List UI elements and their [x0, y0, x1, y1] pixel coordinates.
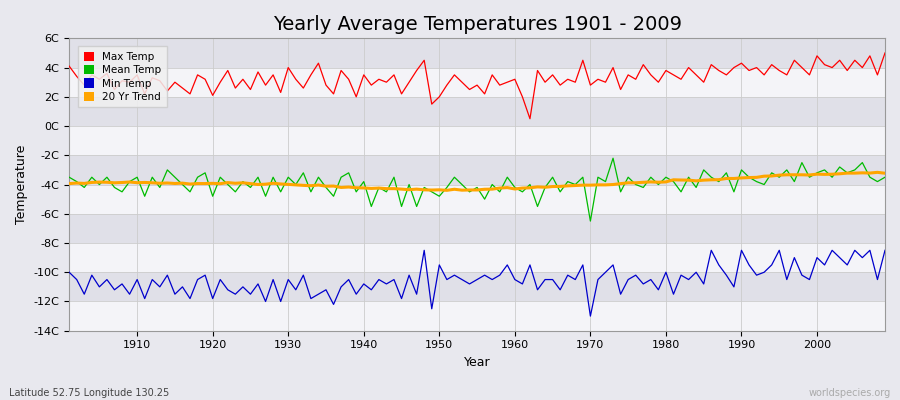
Bar — [69, 272, 885, 302]
Title: Yearly Average Temperatures 1901 - 2009: Yearly Average Temperatures 1901 - 2009 — [273, 15, 681, 34]
Legend: Max Temp, Mean Temp, Min Temp, 20 Yr Trend: Max Temp, Mean Temp, Min Temp, 20 Yr Tre… — [78, 46, 166, 107]
Bar — [69, 243, 885, 272]
Bar — [69, 38, 885, 68]
Text: Latitude 52.75 Longitude 130.25: Latitude 52.75 Longitude 130.25 — [9, 388, 169, 398]
Bar — [69, 302, 885, 331]
X-axis label: Year: Year — [464, 356, 490, 369]
Bar — [69, 68, 885, 97]
Bar — [69, 126, 885, 155]
Bar — [69, 155, 885, 184]
Bar — [69, 97, 885, 126]
Y-axis label: Temperature: Temperature — [15, 145, 28, 224]
Bar — [69, 214, 885, 243]
Text: worldspecies.org: worldspecies.org — [809, 388, 891, 398]
Bar — [69, 184, 885, 214]
